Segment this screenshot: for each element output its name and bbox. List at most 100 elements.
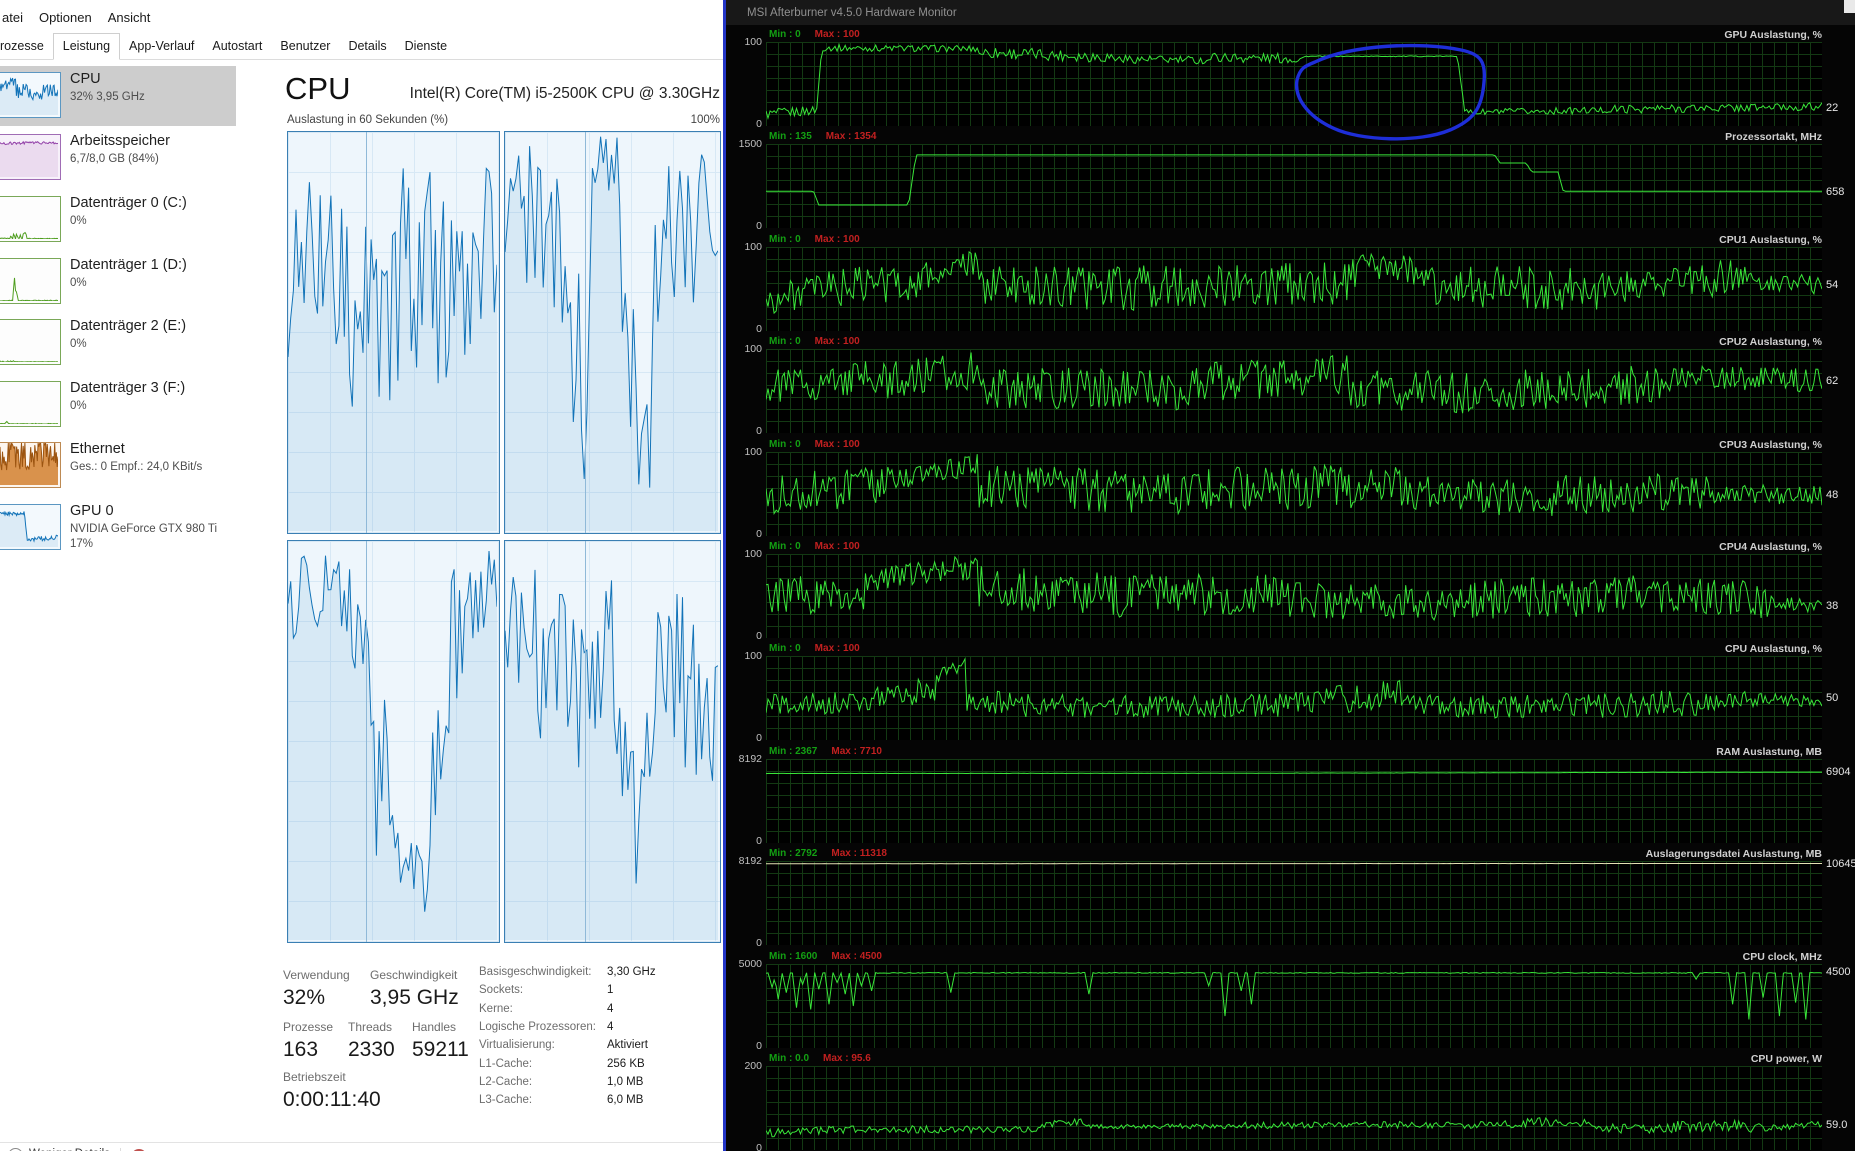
- graph-plot[interactable]: [766, 554, 1822, 638]
- monitor-graph-row: Min : 0 Max : 100 CPU2 Auslastung, % 100…: [726, 335, 1855, 437]
- tab-prozesse[interactable]: rozesse: [0, 39, 44, 53]
- sidebar-item-title: GPU 0: [70, 503, 114, 519]
- graph-title: RAM Auslastung, MB: [1716, 745, 1822, 758]
- less-details-button[interactable]: Weniger Details: [29, 1148, 110, 1151]
- graph-header: Min : 0.0 Max : 95.6 CPU power, W: [766, 1052, 1822, 1066]
- graph-title: CPU3 Auslastung, %: [1719, 438, 1822, 451]
- graph-plot[interactable]: [766, 42, 1822, 126]
- graph-current-value: 10645: [1826, 857, 1855, 870]
- graph-plot[interactable]: [766, 861, 1822, 946]
- sidebar-item-title: CPU: [70, 71, 101, 87]
- stat-value: 59211: [412, 1038, 469, 1061]
- core-chart-2[interactable]: [504, 131, 721, 534]
- detail-value: 3,30 GHz: [607, 966, 656, 978]
- graph-plot[interactable]: [766, 963, 1822, 1048]
- sidebar-item[interactable]: Arbeitsspeicher 6,7/8,0 GB (84%): [0, 128, 236, 188]
- graph-current-value: 6904: [1826, 766, 1851, 778]
- sidebar-item[interactable]: Datenträger 3 (F:) 0%: [0, 375, 236, 435]
- menu-datei[interactable]: atei: [2, 10, 23, 25]
- sidebar-item-title: Datenträger 1 (D:): [70, 257, 187, 273]
- chart-time-cursor: [584, 132, 586, 533]
- stat-value: 163: [283, 1038, 319, 1061]
- detail-label: L3-Cache:: [479, 1094, 533, 1107]
- chart-time-cursor: [584, 541, 586, 942]
- sidebar-item-sub: 0%: [70, 338, 87, 350]
- core-chart-1[interactable]: [287, 131, 500, 534]
- window-corner-control[interactable]: [1844, 0, 1855, 13]
- chart-time-cursor: [366, 541, 368, 942]
- graph-plot[interactable]: [766, 1066, 1822, 1150]
- graph-title: CPU clock, MHz: [1742, 950, 1822, 963]
- menu-ansicht[interactable]: Ansicht: [107, 10, 151, 25]
- graph-max-label: Max : 4500: [831, 950, 882, 962]
- page-title: CPU: [285, 71, 351, 106]
- tab-app-verlauf[interactable]: App-Verlauf: [129, 39, 195, 53]
- sidebar-item[interactable]: Datenträger 0 (C:) 0%: [0, 190, 236, 250]
- tab-leistung[interactable]: Leistung: [52, 33, 121, 60]
- graph-axis-bottom: 0: [756, 1039, 762, 1052]
- sidebar-item-title: Datenträger 3 (F:): [70, 380, 186, 396]
- task-manager-window: atei Optionen Ansicht rozesse Leistung A…: [0, 0, 723, 1151]
- stat-value: 2330: [348, 1038, 395, 1061]
- monitor-graph-row: Min : 0 Max : 100 CPU Auslastung, % 100 …: [726, 642, 1855, 744]
- graph-plot[interactable]: [766, 758, 1822, 843]
- graph-axis-top: 8192: [738, 752, 762, 765]
- graph-plot[interactable]: [766, 246, 1822, 331]
- graph-plot[interactable]: [766, 656, 1822, 741]
- graph-title: GPU Auslastung, %: [1724, 29, 1822, 41]
- sidebar-thumbnail: [0, 196, 61, 242]
- graph-max-label: Max : 100: [814, 29, 860, 40]
- graph-axis-bottom: 0: [756, 630, 762, 642]
- sidebar-item[interactable]: Datenträger 1 (D:) 0%: [0, 252, 236, 312]
- sidebar-item[interactable]: Ethernet Ges.: 0 Empf.: 24,0 KBit/s: [0, 436, 236, 496]
- graph-axis-bottom: 0: [756, 322, 762, 335]
- detail-value: 1,0 MB: [607, 1075, 644, 1088]
- graph-min-label: Min : 0: [769, 29, 801, 40]
- graph-min-label: Min : 0: [769, 643, 801, 655]
- detail-label: Sockets:: [479, 984, 524, 997]
- graph-title: CPU power, W: [1750, 1053, 1822, 1065]
- menu-optionen[interactable]: Optionen: [38, 10, 92, 25]
- monitor-graph-row: Min : 0.0 Max : 95.6 CPU power, W 200 0 …: [726, 1052, 1855, 1151]
- monitor-graph-row: Min : 2792 Max : 11318 Auslagerungsdatei…: [726, 847, 1855, 950]
- graph-title: Prozessortakt, MHz: [1725, 131, 1822, 144]
- tab-details[interactable]: Details: [348, 39, 387, 53]
- tab-autostart[interactable]: Autostart: [212, 39, 263, 53]
- tab-benutzer[interactable]: Benutzer: [280, 39, 331, 53]
- tab-dienste[interactable]: Dienste: [404, 39, 448, 53]
- graph-title: CPU4 Auslastung, %: [1719, 541, 1822, 553]
- graph-plot[interactable]: [766, 349, 1822, 434]
- sidebar-item[interactable]: GPU 0 NVIDIA GeForce GTX 980 Ti 17%: [0, 498, 236, 558]
- graph-axis-top: 100: [744, 240, 762, 253]
- graph-header: Min : 0 Max : 100 CPU2 Auslastung, %: [766, 335, 1822, 349]
- graph-plot[interactable]: [766, 451, 1822, 536]
- graph-axis-bottom: 0: [756, 1142, 762, 1151]
- sidebar-item[interactable]: CPU 32% 3,95 GHz: [0, 66, 236, 126]
- graph-current-value: 48: [1826, 489, 1839, 502]
- sidebar-item-sub: 32% 3,95 GHz: [70, 91, 145, 103]
- core-chart-4[interactable]: [504, 540, 721, 943]
- graph-max-label: Max : 95.6: [823, 1053, 871, 1064]
- graph-axis-bottom: 0: [756, 937, 762, 950]
- monitor-graph-row: Min : 0 Max : 100 GPU Auslastung, % 100 …: [726, 28, 1855, 130]
- detail-row: L1-Cache: 256 KB: [479, 1058, 719, 1076]
- detail-label: Kerne:: [479, 1002, 513, 1015]
- stat-value: 3,95 GHz: [370, 986, 459, 1009]
- detail-value: 256 KB: [607, 1057, 645, 1070]
- graph-max-label: Max : 11318: [831, 848, 887, 860]
- detail-row: Kerne: 4: [479, 1003, 719, 1021]
- status-bar: ˆ Weniger Details: [0, 1142, 723, 1151]
- core-chart-3[interactable]: [287, 540, 500, 943]
- sidebar-item[interactable]: Datenträger 2 (E:) 0%: [0, 313, 236, 373]
- sidebar-item-sub: 0%: [70, 215, 87, 227]
- graph-current-value: 658: [1826, 185, 1845, 198]
- detail-row: L2-Cache: 1,0 MB: [479, 1076, 719, 1094]
- graph-min-label: Min : 0: [769, 438, 801, 450]
- graph-plot[interactable]: [766, 144, 1822, 229]
- graph-axis-bottom: 0: [756, 118, 762, 130]
- sidebar-item-sub: Ges.: 0 Empf.: 24,0 KBit/s: [70, 461, 203, 473]
- detail-row: L3-Cache: 6,0 MB: [479, 1094, 719, 1112]
- window-title[interactable]: MSI Afterburner v4.5.0 Hardware Monitor: [726, 0, 1855, 25]
- graph-header: Min : 2792 Max : 11318 Auslagerungsdatei…: [766, 847, 1822, 861]
